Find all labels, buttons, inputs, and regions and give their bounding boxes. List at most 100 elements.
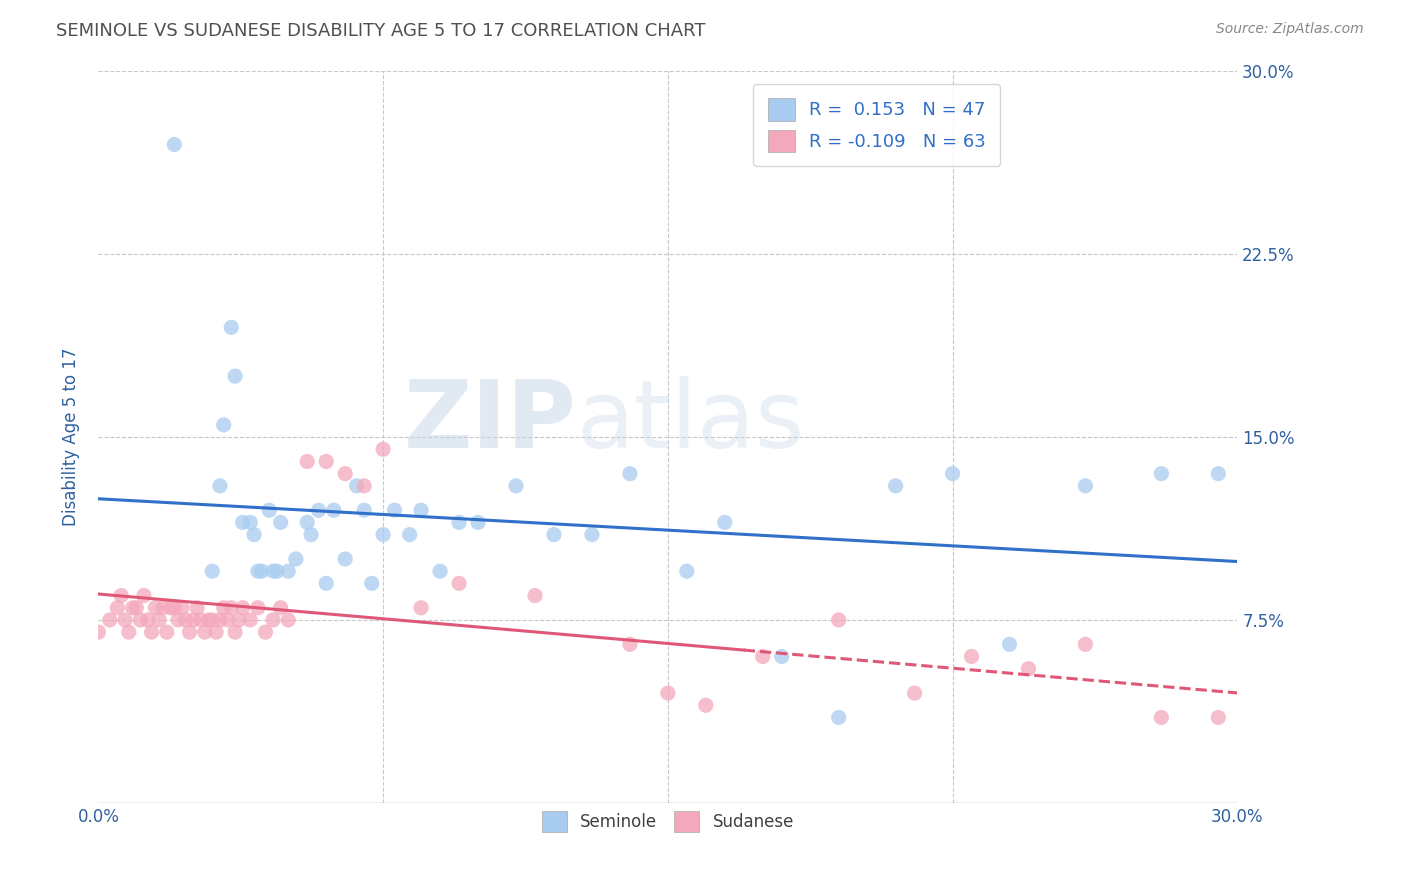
Point [467, 516, 489, 530]
Point [197, 613, 219, 627]
Point [277, 613, 299, 627]
Point [619, 467, 641, 481]
Point [346, 479, 368, 493]
Point [449, 576, 471, 591]
Point [297, 516, 319, 530]
Point [167, 613, 190, 627]
Point [201, 613, 224, 627]
Point [1208, 467, 1230, 481]
Point [449, 516, 471, 530]
Point [224, 369, 246, 384]
Point [194, 625, 217, 640]
Text: atlas: atlas [576, 376, 806, 468]
Point [884, 479, 907, 493]
Point [179, 625, 201, 640]
Point [239, 613, 262, 627]
Point [505, 479, 527, 493]
Point [335, 467, 357, 481]
Point [277, 564, 299, 578]
Point [411, 503, 433, 517]
Point [315, 454, 337, 468]
Y-axis label: Disability Age 5 to 17: Disability Age 5 to 17 [62, 348, 80, 526]
Point [335, 552, 357, 566]
Point [110, 589, 132, 603]
Point [190, 613, 212, 627]
Point [186, 600, 208, 615]
Point [125, 600, 148, 615]
Point [141, 625, 163, 640]
Text: Source: ZipAtlas.com: Source: ZipAtlas.com [1216, 22, 1364, 37]
Point [174, 613, 197, 627]
Point [998, 637, 1021, 651]
Point [221, 320, 243, 334]
Point [1150, 710, 1173, 724]
Point [270, 600, 292, 615]
Point [246, 564, 269, 578]
Point [208, 479, 231, 493]
Point [270, 516, 292, 530]
Point [371, 442, 394, 457]
Point [121, 600, 143, 615]
Point [232, 600, 254, 615]
Point [828, 710, 851, 724]
Point [695, 698, 717, 713]
Point [254, 625, 277, 640]
Point [353, 479, 375, 493]
Point [1074, 479, 1097, 493]
Point [353, 503, 375, 517]
Point [87, 625, 110, 640]
Point [243, 527, 266, 541]
Point [1150, 467, 1173, 481]
Point [148, 613, 170, 627]
Point [308, 503, 330, 517]
Point [676, 564, 699, 578]
Point [960, 649, 983, 664]
Point [752, 649, 775, 664]
Point [201, 564, 224, 578]
Point [770, 649, 793, 664]
Point [1074, 637, 1097, 651]
Point [398, 527, 420, 541]
Point [543, 527, 565, 541]
Point [371, 527, 394, 541]
Point [904, 686, 927, 700]
Point [114, 613, 136, 627]
Point [250, 564, 273, 578]
Point [384, 503, 406, 517]
Point [429, 564, 451, 578]
Point [259, 503, 281, 517]
Point [619, 637, 641, 651]
Point [262, 564, 284, 578]
Point [152, 600, 174, 615]
Point [524, 589, 547, 603]
Point [1208, 710, 1230, 724]
Point [183, 613, 205, 627]
Point [315, 576, 337, 591]
Point [224, 625, 246, 640]
Point [159, 600, 181, 615]
Text: ZIP: ZIP [404, 376, 576, 468]
Point [212, 600, 235, 615]
Point [232, 516, 254, 530]
Point [1018, 662, 1040, 676]
Point [163, 600, 186, 615]
Point [118, 625, 141, 640]
Point [266, 564, 288, 578]
Point [1246, 723, 1268, 737]
Point [217, 613, 239, 627]
Point [212, 417, 235, 432]
Point [156, 625, 179, 640]
Point [657, 686, 679, 700]
Point [239, 516, 262, 530]
Point [205, 625, 228, 640]
Point [411, 600, 433, 615]
Text: SEMINOLE VS SUDANESE DISABILITY AGE 5 TO 17 CORRELATION CHART: SEMINOLE VS SUDANESE DISABILITY AGE 5 TO… [56, 22, 706, 40]
Point [1264, 735, 1286, 749]
Point [942, 467, 965, 481]
Point [322, 503, 344, 517]
Point [132, 589, 155, 603]
Point [107, 600, 129, 615]
Point [145, 600, 167, 615]
Point [262, 613, 284, 627]
Point [228, 613, 250, 627]
